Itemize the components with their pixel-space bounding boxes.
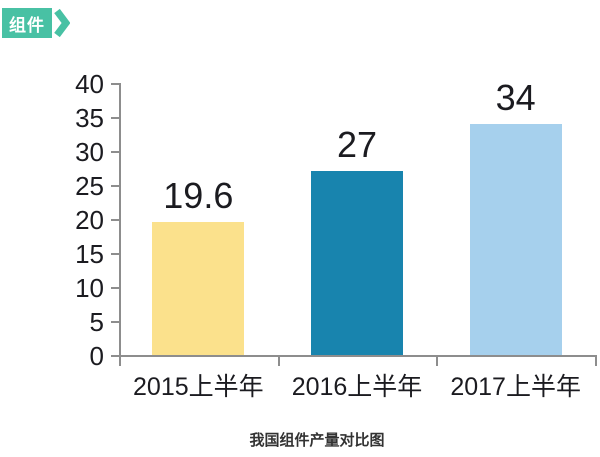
y-axis-label: 5 xyxy=(89,307,104,337)
x-tick xyxy=(595,355,597,366)
x-axis-label: 2015上半年 xyxy=(133,373,264,401)
y-tick xyxy=(111,83,119,85)
chevron-right-icon xyxy=(54,8,70,38)
bar xyxy=(152,221,245,355)
y-axis-label: 35 xyxy=(75,103,104,133)
y-axis-label: 20 xyxy=(75,205,104,235)
y-axis-label: 25 xyxy=(75,171,104,201)
chart-caption: 我国组件产量对比图 xyxy=(249,432,385,449)
x-tick xyxy=(436,355,439,366)
y-axis-label: 40 xyxy=(75,69,104,99)
x-axis-label: 2016上半年 xyxy=(291,373,423,401)
bar-value-label: 19.6 xyxy=(163,174,234,216)
y-axis-label: 30 xyxy=(75,137,104,167)
y-tick xyxy=(111,185,119,187)
y-tick xyxy=(111,151,119,153)
bar-value-label: 34 xyxy=(495,76,536,118)
bar xyxy=(311,171,403,355)
y-tick xyxy=(111,321,119,323)
y-tick xyxy=(111,219,119,221)
badge-label: 组件 xyxy=(2,8,52,38)
x-axis-label: 2017上半年 xyxy=(450,373,581,401)
y-tick xyxy=(111,355,119,357)
y-tick xyxy=(111,287,119,289)
y-tick xyxy=(111,253,119,255)
y-tick xyxy=(111,117,119,119)
bar-value-label: 27 xyxy=(336,124,378,166)
y-axis-label: 10 xyxy=(75,273,104,303)
y-axis-label: 15 xyxy=(75,239,104,269)
y-axis xyxy=(119,83,121,357)
category-badge: 组件 xyxy=(2,8,70,38)
x-axis xyxy=(119,355,595,357)
bar xyxy=(469,123,562,355)
x-tick xyxy=(119,355,121,366)
y-axis-label: 0 xyxy=(89,341,104,371)
x-tick xyxy=(277,355,280,366)
